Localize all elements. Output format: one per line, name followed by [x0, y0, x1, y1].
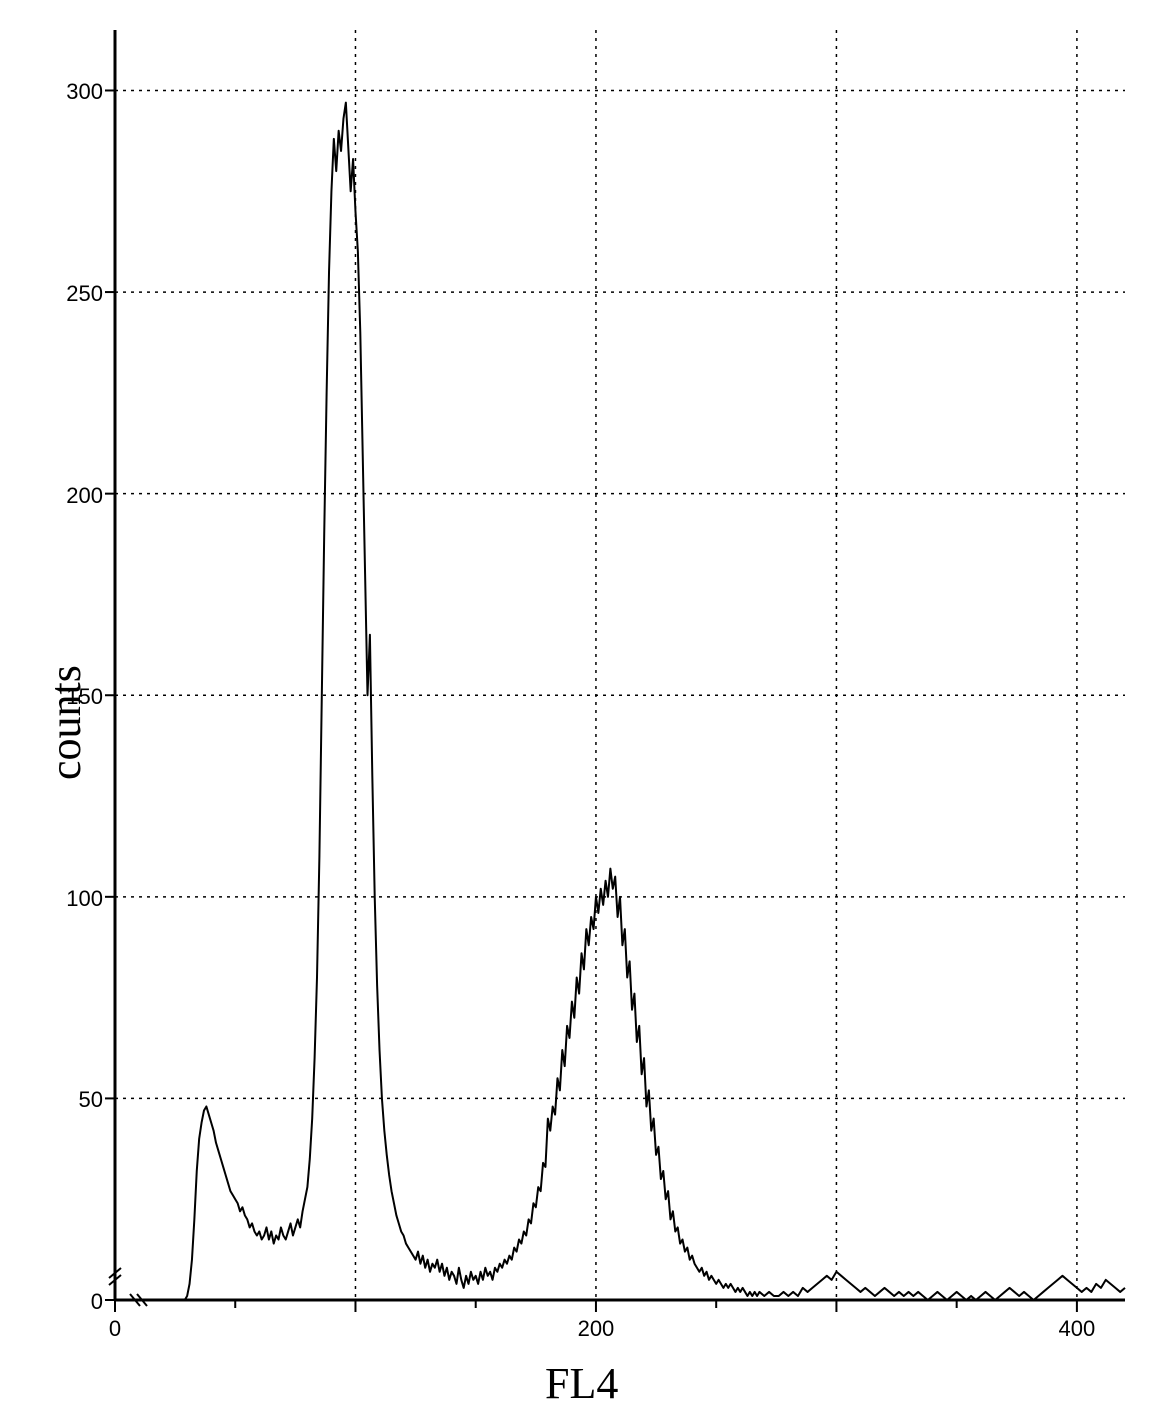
chart-container: counts FL4 0 50 100 150 200 250 300 0 200 400	[0, 0, 1155, 1413]
y-tick-label: 150	[63, 684, 103, 710]
y-tick-label: 100	[63, 886, 103, 912]
y-tick-label: 50	[63, 1087, 103, 1113]
histogram-chart	[0, 0, 1155, 1413]
y-tick-label: 0	[63, 1289, 103, 1315]
x-axis-label: FL4	[545, 1358, 618, 1409]
x-tick-label: 200	[578, 1316, 615, 1342]
x-tick-label: 400	[1059, 1316, 1096, 1342]
y-axis-label: counts	[40, 665, 91, 780]
x-tick-label: 0	[109, 1316, 121, 1342]
y-tick-label: 300	[63, 79, 103, 105]
y-tick-label: 200	[63, 483, 103, 509]
y-tick-label: 250	[63, 281, 103, 307]
